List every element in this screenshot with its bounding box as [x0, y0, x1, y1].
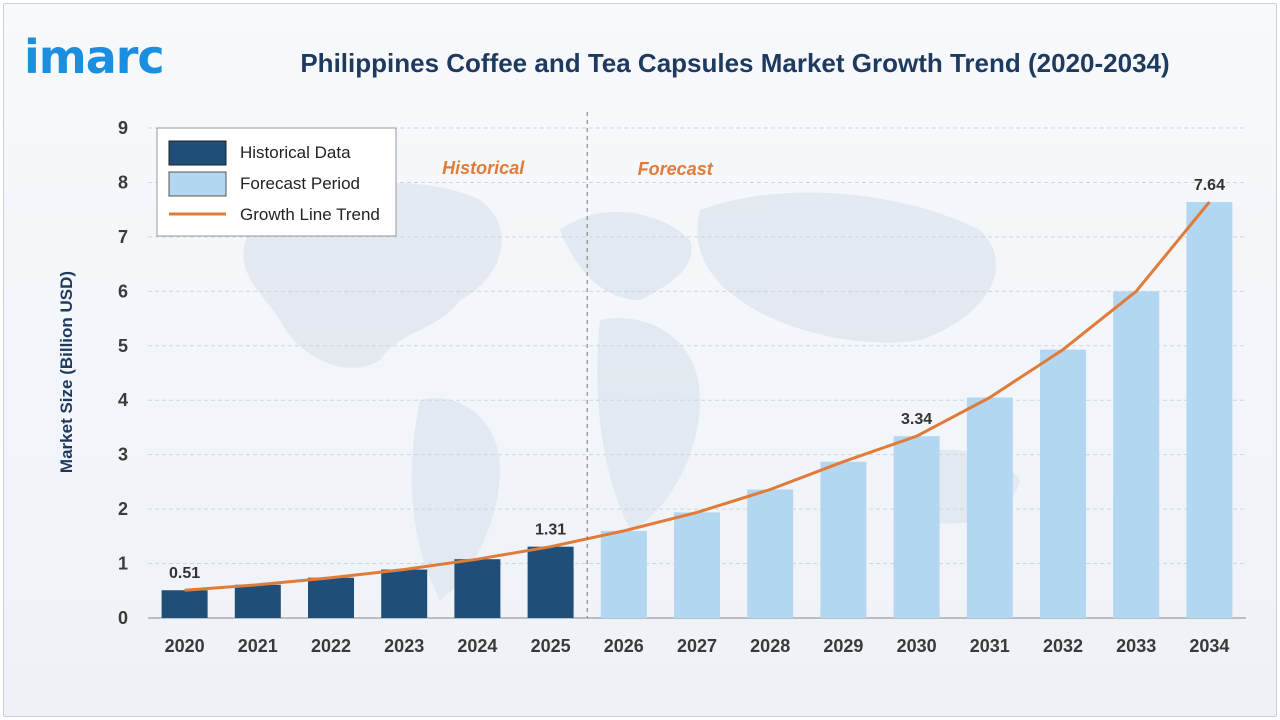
legend-swatch-historical — [168, 140, 227, 166]
data-label-2030: 3.34 — [901, 411, 932, 428]
bar-2027 — [674, 512, 720, 618]
x-tick-label: 2031 — [970, 636, 1010, 656]
bar-2030 — [893, 436, 940, 618]
bar-2034 — [1186, 202, 1233, 619]
y-axis-label: Market Size (Billion USD) — [57, 271, 76, 473]
bar-2032 — [1040, 349, 1086, 618]
x-tick-label: 2034 — [1189, 636, 1229, 656]
world-map-watermark — [243, 183, 1020, 600]
x-tick-label: 2021 — [238, 636, 278, 656]
data-label-2020: 0.51 — [169, 565, 200, 582]
x-tick-label: 2023 — [384, 636, 424, 656]
bar-2026 — [600, 530, 647, 618]
bar-2033 — [1113, 291, 1160, 618]
x-tick-label: 2027 — [677, 636, 717, 656]
legend-label-historical: Historical Data — [240, 143, 351, 162]
trend-line — [184, 201, 1211, 592]
y-tick-label: 3 — [118, 445, 128, 465]
y-tick-label: 8 — [118, 172, 128, 192]
data-label-2025: 1.31 — [535, 522, 566, 539]
legend-swatch-forecast — [168, 171, 227, 197]
bar-2021 — [234, 584, 281, 618]
chart-title: Philippines Coffee and Tea Capsules Mark… — [300, 48, 1170, 78]
x-tick-label: 2020 — [165, 636, 205, 656]
y-axis-ticks: 0 1 2 3 4 5 6 7 8 9 — [118, 118, 128, 628]
x-tick-label: 2033 — [1116, 636, 1156, 656]
x-tick-label: 2022 — [311, 636, 351, 656]
y-tick-label: 2 — [118, 499, 128, 519]
x-tick-label: 2029 — [823, 636, 863, 656]
y-tick-label: 6 — [118, 281, 128, 301]
bar-2025 — [527, 546, 574, 618]
bar-2022 — [308, 577, 354, 618]
y-tick-label: 9 — [118, 118, 128, 138]
legend-label-forecast: Forecast Period — [240, 174, 360, 193]
bar-2024 — [454, 559, 501, 618]
y-tick-label: 0 — [118, 608, 128, 628]
legend: Historical Data Forecast Period Growth L… — [156, 127, 397, 237]
x-tick-label: 2025 — [531, 636, 571, 656]
data-labels: 0.51 1.31 3.34 7.64 — [169, 177, 1225, 582]
x-axis-ticks: 2020 2021 2022 2023 2024 2025 2026 2027 2028 2029… — [165, 636, 1230, 656]
bar-2029 — [820, 461, 867, 618]
data-label-2034: 7.64 — [1194, 177, 1225, 194]
bar-2031 — [966, 397, 1013, 618]
bar-2023 — [381, 569, 428, 618]
growth-trend-line — [184, 201, 1211, 592]
bars — [161, 202, 1233, 619]
y-tick-label: 7 — [118, 227, 128, 247]
legend-label-trend: Growth Line Trend — [240, 205, 380, 224]
bar-2020 — [161, 590, 208, 618]
x-tick-label: 2024 — [457, 636, 497, 656]
x-tick-label: 2026 — [604, 636, 644, 656]
imarc-logo: imarc — [24, 30, 165, 84]
y-tick-label: 5 — [118, 336, 128, 356]
historical-annotation: Historical — [442, 158, 525, 178]
y-tick-label: 4 — [118, 390, 128, 410]
forecast-annotation: Forecast — [638, 159, 714, 179]
x-tick-label: 2030 — [897, 636, 937, 656]
y-tick-label: 1 — [118, 554, 128, 574]
bar-2028 — [747, 489, 794, 618]
x-tick-label: 2028 — [750, 636, 790, 656]
x-tick-label: 2032 — [1043, 636, 1083, 656]
